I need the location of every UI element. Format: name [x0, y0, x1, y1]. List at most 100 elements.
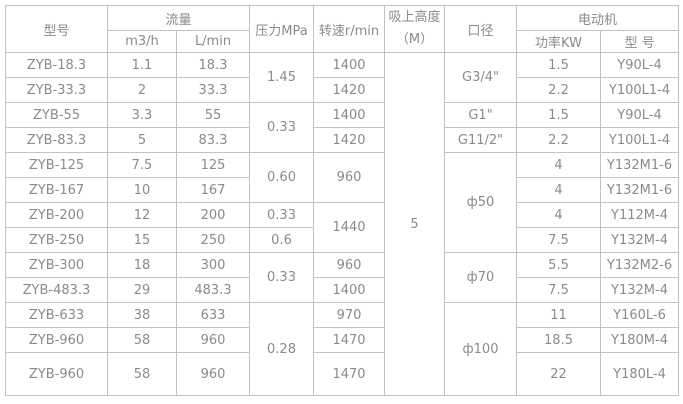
- table-cell: ZYB-300: [5, 252, 108, 278]
- header-suction-line1: 吸上高度: [388, 10, 441, 25]
- table-cell: 483.3: [175, 277, 251, 303]
- table-cell: Y132M-4: [600, 277, 680, 303]
- table-cell: ф100: [444, 302, 518, 396]
- table-cell: Y132M1-6: [600, 177, 680, 203]
- table-cell: 960: [175, 352, 251, 396]
- table-row: ZYB-18.3 1.1 18.3 1.45 1400 5 G3/4" 1.5 Y90L-4: [5, 52, 680, 396]
- table-cell: G3/4": [444, 52, 518, 103]
- table-cell: ф70: [444, 252, 518, 303]
- table-cell: 38: [107, 302, 177, 328]
- table-cell: Y132M2-6: [600, 252, 680, 278]
- table-row: ZYB-960 58 960 1470 18.5 Y180M-4: [5, 327, 680, 353]
- table-cell: Y180M-4: [600, 327, 680, 353]
- table-cell: 7.5: [107, 152, 177, 178]
- table-cell: 1470: [313, 327, 386, 353]
- table-cell: Y132M-4: [600, 227, 680, 253]
- table-cell: Y112M-4: [600, 202, 680, 228]
- header-model: 型号: [5, 5, 108, 53]
- table-cell: 4: [516, 152, 602, 178]
- table-row: ZYB-200 12 200 0.33 1440 4 Y112M-4: [5, 202, 680, 253]
- table-cell: ZYB-125: [5, 152, 108, 178]
- table-cell: Y132M1-6: [600, 152, 680, 178]
- table-cell: 18.5: [516, 327, 602, 353]
- table-cell: Y100L1-4: [600, 127, 680, 153]
- table-row: ZYB-960 58 960 1470 22 Y180L-4: [5, 352, 680, 396]
- header-row-1: 型号 流量 压力MPa 转速r/min 吸上高度 （M） 口径 电动机: [5, 5, 680, 53]
- header-flow-m3h: m3/h: [107, 30, 177, 53]
- table-cell: ZYB-55: [5, 102, 108, 128]
- table-cell: 29: [107, 277, 177, 303]
- header-motor-model: 型 号: [600, 30, 680, 53]
- table-cell: 970: [313, 302, 386, 328]
- table-cell: 7.5: [516, 227, 602, 253]
- table-cell: 633: [175, 302, 251, 328]
- table-cell: 200: [175, 202, 251, 228]
- table-cell: 33.3: [175, 77, 251, 103]
- table-row: ZYB-300 18 300 0.33 960 ф70 5.5 Y132M2-6: [5, 252, 680, 303]
- table-cell: Y180L-4: [600, 352, 680, 396]
- table-cell: 12: [107, 202, 177, 228]
- table-row: ZYB-125 7.5 125 0.60 960 ф50 4 Y132M1-6: [5, 152, 680, 253]
- table-cell: 18: [107, 252, 177, 278]
- table-cell: 0.60: [249, 152, 315, 203]
- table-cell: ZYB-960: [5, 327, 108, 353]
- table-cell: 960: [313, 252, 386, 278]
- table-cell: 5: [384, 52, 446, 396]
- table-cell: ZYB-167: [5, 177, 108, 203]
- table-cell: 3.3: [107, 102, 177, 128]
- table-cell: 1440: [313, 202, 386, 253]
- table-cell: Y90L-4: [600, 52, 680, 78]
- header-flow: 流量: [106, 5, 251, 31]
- header-caliber: 口径: [444, 5, 518, 53]
- table-cell: 15: [107, 227, 177, 253]
- header-speed: 转速r/min: [313, 5, 386, 53]
- table-cell: 1420: [313, 127, 386, 153]
- table-cell: 2: [107, 77, 177, 103]
- table-cell: 300: [175, 252, 251, 278]
- table-cell: 1470: [313, 352, 386, 396]
- table-cell: G1": [444, 102, 518, 128]
- table-cell: 4: [516, 202, 602, 228]
- table-cell: 250: [175, 227, 251, 253]
- table-cell: 1.5: [516, 102, 602, 128]
- table-cell: 22: [516, 352, 602, 396]
- table-cell: 55: [175, 102, 251, 128]
- table-cell: 1400: [313, 102, 386, 128]
- table-cell: ZYB-633: [5, 302, 108, 328]
- table-cell: 1.5: [516, 52, 602, 78]
- table-cell: 0.33: [249, 102, 315, 153]
- table-cell: Y100L1-4: [600, 77, 680, 103]
- table-cell: 5.5: [516, 252, 602, 278]
- header-pressure: 压力MPa: [249, 5, 315, 53]
- table-cell: Y160L-6: [600, 302, 680, 328]
- table-cell: 960: [175, 327, 251, 353]
- table-cell: 2.2: [516, 127, 602, 153]
- table-cell: 125: [175, 152, 251, 178]
- pump-spec-table: 型号 流量 压力MPa 转速r/min 吸上高度 （M） 口径 电动机 m3/h…: [5, 5, 680, 396]
- table-cell: 58: [107, 352, 177, 396]
- table-row: ZYB-633 38 633 0.28 970 ф100 11 Y160L-6: [5, 302, 680, 396]
- table-cell: 0.33: [249, 252, 315, 303]
- table-cell: 167: [175, 177, 251, 203]
- table-body: ZYB-18.3 1.1 18.3 1.45 1400 5 G3/4" 1.5 Y90L-4 ZY…: [5, 52, 680, 396]
- table-cell: 18.3: [175, 52, 251, 78]
- table-cell: 0.28: [249, 302, 315, 396]
- table-cell: ZYB-18.3: [5, 52, 108, 78]
- table-cell: 1400: [313, 277, 386, 303]
- table-cell: 4: [516, 177, 602, 203]
- table-cell: 1.1: [107, 52, 177, 78]
- table-cell: 960: [313, 152, 386, 203]
- table-cell: 58: [107, 327, 177, 353]
- table-row: ZYB-83.3 5 83.3 1420 G11/2" 2.2 Y100L1-4: [5, 127, 680, 153]
- table-row: ZYB-33.3 2 33.3 1420 2.2 Y100L1-4: [5, 77, 680, 103]
- table-cell: ZYB-483.3: [5, 277, 108, 303]
- header-motor-power: 功率KW: [516, 30, 602, 53]
- table-cell: 1420: [313, 77, 386, 103]
- table-row: ZYB-167 10 167 4 Y132M1-6: [5, 177, 680, 203]
- table-cell: ZYB-960: [5, 352, 108, 396]
- table-header: 型号 流量 压力MPa 转速r/min 吸上高度 （M） 口径 电动机 m3/h…: [5, 5, 680, 53]
- table-cell: ZYB-250: [5, 227, 108, 253]
- table-cell: 11: [516, 302, 602, 328]
- table-cell: 1400: [313, 52, 386, 78]
